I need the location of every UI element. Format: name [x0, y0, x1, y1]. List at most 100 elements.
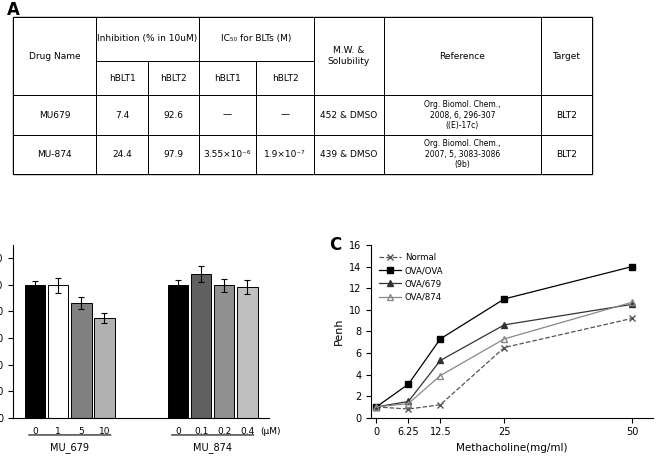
FancyBboxPatch shape [384, 17, 541, 95]
FancyBboxPatch shape [13, 17, 592, 174]
OVA/874 [372, 404, 380, 409]
FancyBboxPatch shape [384, 134, 541, 174]
FancyBboxPatch shape [198, 61, 256, 95]
OVA/874 [436, 373, 444, 378]
X-axis label: Methacholine(mg/ml): Methacholine(mg/ml) [456, 443, 567, 453]
FancyBboxPatch shape [541, 134, 592, 174]
Text: 1: 1 [55, 427, 61, 436]
Text: hBLT2: hBLT2 [272, 73, 298, 83]
Text: MU679: MU679 [39, 111, 71, 119]
Text: (μM): (μM) [260, 427, 280, 436]
FancyBboxPatch shape [97, 17, 198, 61]
Text: 10: 10 [99, 427, 110, 436]
FancyBboxPatch shape [13, 17, 97, 95]
Line: OVA/874: OVA/874 [374, 299, 635, 410]
OVA/OVA [372, 404, 380, 409]
FancyBboxPatch shape [148, 134, 198, 174]
Text: MU-874: MU-874 [37, 150, 72, 159]
Bar [71, 303, 91, 418]
OVA/679 [500, 322, 508, 328]
Text: C: C [329, 236, 341, 254]
Normal [628, 316, 636, 321]
OVA/OVA [436, 336, 444, 341]
Text: 97.9: 97.9 [163, 150, 183, 159]
Normal [436, 402, 444, 408]
Line: OVA/679: OVA/679 [374, 302, 635, 410]
FancyBboxPatch shape [198, 17, 314, 61]
OVA/OVA [628, 264, 636, 269]
Text: Reference: Reference [440, 52, 486, 61]
FancyBboxPatch shape [384, 95, 541, 134]
Text: 0: 0 [175, 427, 181, 436]
Text: BLT2: BLT2 [556, 150, 577, 159]
Text: 7.4: 7.4 [115, 111, 129, 119]
OVA/874 [404, 401, 412, 406]
Text: IC₅₀ for BLTs (M): IC₅₀ for BLTs (M) [221, 34, 292, 44]
FancyBboxPatch shape [314, 95, 384, 134]
Text: 0.2: 0.2 [217, 427, 231, 436]
Text: hBLT2: hBLT2 [160, 73, 186, 83]
Text: 439 & DMSO: 439 & DMSO [320, 150, 378, 159]
OVA/679 [404, 399, 412, 404]
FancyBboxPatch shape [314, 134, 384, 174]
Bar [25, 285, 45, 418]
OVA/OVA [404, 381, 412, 387]
Text: M.W. &
Solubility: M.W. & Solubility [328, 46, 370, 66]
OVA/874 [628, 299, 636, 305]
FancyBboxPatch shape [198, 134, 256, 174]
Bar [191, 274, 211, 418]
Text: 24.4: 24.4 [112, 150, 132, 159]
FancyBboxPatch shape [97, 134, 148, 174]
Legend: Normal, OVA/OVA, OVA/679, OVA/874: Normal, OVA/OVA, OVA/679, OVA/874 [376, 249, 447, 305]
FancyBboxPatch shape [256, 134, 314, 174]
OVA/679 [436, 358, 444, 363]
FancyBboxPatch shape [97, 61, 148, 95]
Text: Org. Biomol. Chem.,
2007, 5, 3083-3086
(9b): Org. Biomol. Chem., 2007, 5, 3083-3086 (… [424, 140, 501, 169]
Text: 92.6: 92.6 [163, 111, 183, 119]
Text: Drug Name: Drug Name [29, 52, 81, 61]
Bar [48, 285, 69, 418]
Text: A: A [7, 1, 20, 19]
Text: BLT2: BLT2 [556, 111, 577, 119]
Text: 3.55×10⁻⁶: 3.55×10⁻⁶ [204, 150, 251, 159]
Text: hBLT1: hBLT1 [214, 73, 241, 83]
Text: Target: Target [552, 52, 580, 61]
FancyBboxPatch shape [541, 17, 592, 95]
FancyBboxPatch shape [13, 95, 97, 134]
Normal [500, 345, 508, 350]
OVA/679 [372, 404, 380, 409]
Text: hBLT1: hBLT1 [109, 73, 135, 83]
OVA/OVA [500, 296, 508, 302]
FancyBboxPatch shape [256, 95, 314, 134]
FancyBboxPatch shape [148, 95, 198, 134]
Y-axis label: Penh: Penh [334, 318, 344, 345]
Bar [237, 287, 258, 418]
Text: 0.4: 0.4 [240, 427, 254, 436]
Text: 5: 5 [79, 427, 84, 436]
FancyBboxPatch shape [97, 95, 148, 134]
FancyBboxPatch shape [13, 134, 97, 174]
Text: 0: 0 [32, 427, 38, 436]
Text: Inhibition (% in 10uM): Inhibition (% in 10uM) [97, 34, 198, 44]
FancyBboxPatch shape [198, 95, 256, 134]
Text: —: — [280, 111, 290, 119]
Normal [404, 406, 412, 412]
Bar [168, 285, 188, 418]
Line: OVA/OVA: OVA/OVA [374, 264, 635, 410]
Text: MU_679: MU_679 [51, 442, 89, 453]
Bar [214, 285, 234, 418]
Text: MU_874: MU_874 [193, 442, 232, 453]
Text: Org. Biomol. Chem.,
2008, 6, 296-307
((E)-17c): Org. Biomol. Chem., 2008, 6, 296-307 ((E… [424, 100, 501, 130]
Bar [95, 318, 115, 418]
Line: Normal: Normal [374, 316, 635, 412]
OVA/874 [500, 336, 508, 341]
Text: —: — [223, 111, 232, 119]
FancyBboxPatch shape [148, 61, 198, 95]
OVA/679 [628, 302, 636, 307]
Text: 1.9×10⁻⁷: 1.9×10⁻⁷ [264, 150, 306, 159]
Text: 452 & DMSO: 452 & DMSO [320, 111, 378, 119]
FancyBboxPatch shape [256, 61, 314, 95]
FancyBboxPatch shape [314, 17, 384, 95]
FancyBboxPatch shape [541, 95, 592, 134]
Text: 0.1: 0.1 [194, 427, 208, 436]
